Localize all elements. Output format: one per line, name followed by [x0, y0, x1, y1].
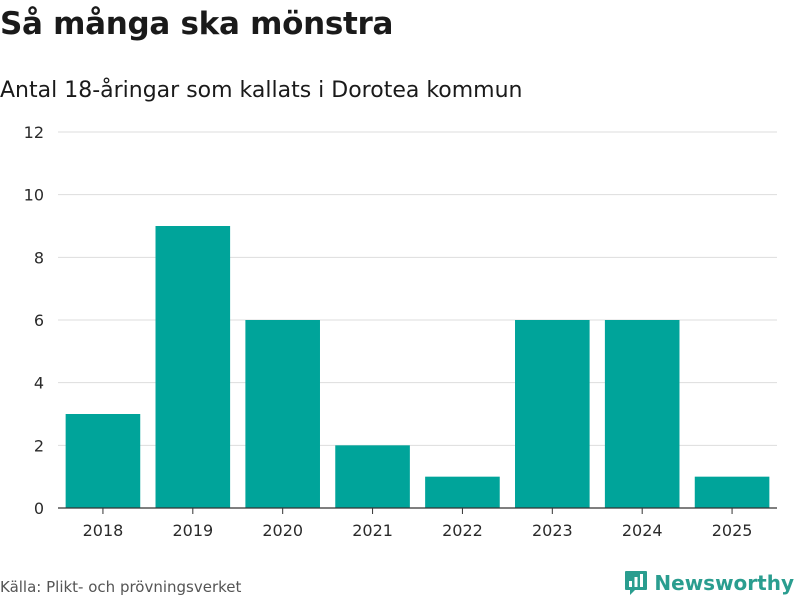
y-tick-label: 10: [24, 186, 44, 205]
y-tick-label: 0: [34, 499, 44, 518]
bar-2018: [65, 414, 141, 508]
x-tick-label: 2024: [622, 521, 663, 540]
x-tick-label: 2019: [172, 521, 213, 540]
bar-2024: [604, 320, 680, 508]
y-tick-label: 8: [34, 248, 44, 267]
x-tick-label: 2023: [532, 521, 573, 540]
chart-title: Så många ska mönstra: [0, 6, 394, 42]
bar-2025: [694, 476, 770, 508]
bar-2023: [515, 320, 590, 508]
bar-2021: [335, 445, 410, 508]
bar-2019: [155, 226, 231, 508]
x-tick-label: 2025: [712, 521, 753, 540]
x-tick-label: 2018: [83, 521, 124, 540]
bar-2020: [245, 320, 320, 508]
y-tick-label: 4: [34, 374, 44, 393]
y-tick-label: 6: [34, 311, 44, 330]
y-tick-label: 2: [34, 436, 44, 455]
x-tick-label: 2022: [442, 521, 483, 540]
brand-name: Newsworthy: [654, 571, 794, 595]
source-note: Källa: Plikt- och prövningsverket: [0, 578, 242, 596]
bar-2022: [425, 476, 500, 508]
x-tick-label: 2020: [262, 521, 303, 540]
bar-chart-speech-bubble-icon: [625, 571, 648, 595]
brand-logo: Newsworthy: [624, 570, 794, 596]
y-tick-label: 12: [24, 123, 44, 142]
chart-subtitle: Antal 18-åringar som kallats i Dorotea k…: [0, 78, 523, 103]
x-tick-label: 2021: [352, 521, 393, 540]
